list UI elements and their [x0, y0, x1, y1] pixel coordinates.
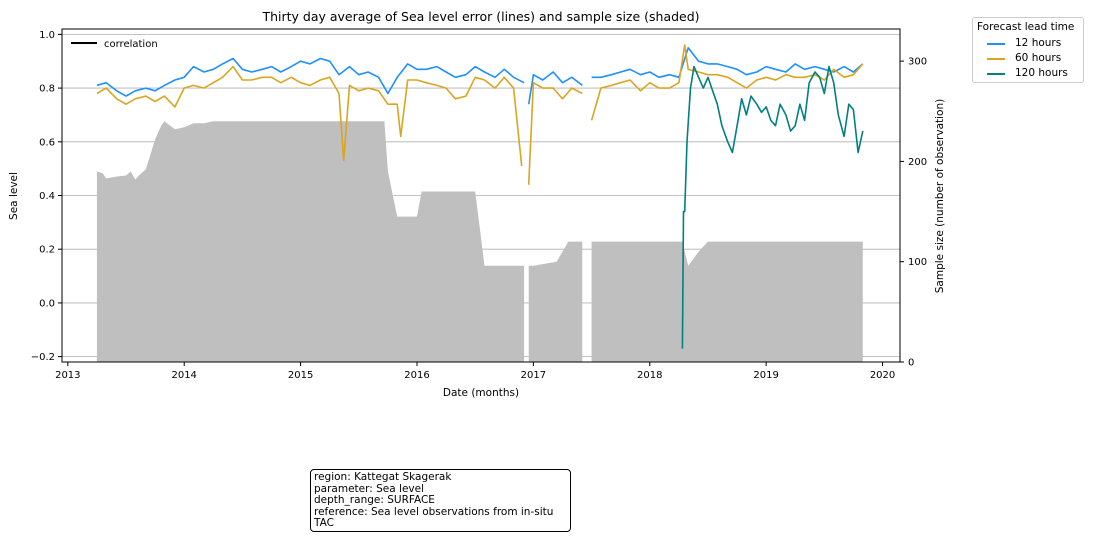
x-tick-label: 2015	[288, 370, 313, 381]
series-line-120-hours	[681, 65, 864, 349]
series-line-12-hours	[96, 47, 864, 105]
inner-legend: correlation	[71, 39, 158, 50]
legend-swatch-120-hours	[987, 73, 1005, 75]
y-axis-label: Sea level	[8, 172, 20, 220]
y-tick-label: 0.0	[39, 298, 55, 309]
y2-axis-label: Sample size (number of observation)	[934, 99, 946, 293]
sample-size-area	[528, 241, 583, 362]
legend-label-12-hours: 12 hours	[1015, 37, 1062, 49]
x-tick-label: 2020	[870, 370, 895, 381]
info-reference-cont: TAC	[314, 517, 334, 530]
y-tick-label: 0.6	[39, 137, 55, 148]
x-tick-label: 2014	[171, 370, 196, 381]
legend-label-60-hours: 60 hours	[1015, 52, 1062, 64]
legend-label-120-hours: 120 hours	[1015, 67, 1068, 79]
info-depth-range: depth_range: SURFACE	[314, 494, 435, 507]
legend-title: Forecast lead time	[977, 21, 1075, 33]
metadata-info-box: region: Kattegat Skagerak parameter: Sea…	[310, 469, 571, 532]
y-tick-label: 0.8	[39, 84, 55, 95]
inner-legend-label: correlation	[104, 39, 158, 50]
info-parameter: parameter: Sea level	[314, 482, 424, 495]
x-tick-label: 2018	[637, 370, 662, 381]
y2-tick-label: 300	[908, 57, 927, 68]
legend-swatch-60-hours	[987, 58, 1005, 60]
x-tick-label: 2016	[404, 370, 429, 381]
y-tick-label: −0.2	[31, 352, 55, 363]
y2-tick-label: 200	[908, 157, 927, 168]
legend-swatch-12-hours	[987, 43, 1005, 45]
x-tick-label: 2013	[55, 370, 80, 381]
info-reference: reference: Sea level observations from i…	[314, 505, 554, 518]
y2-tick-label: 0	[908, 358, 914, 369]
x-tick-label: 2017	[521, 370, 546, 381]
info-region: region: Kattegat Skagerak	[314, 471, 452, 483]
x-tick-label: 2019	[753, 370, 778, 381]
x-axis-label: Date (months)	[443, 387, 519, 399]
series-line-60-hours	[96, 44, 864, 185]
y-tick-label: 0.4	[39, 191, 55, 202]
sample-size-area	[96, 121, 525, 363]
sample-size-area	[591, 241, 863, 362]
y2-tick-label: 100	[908, 257, 927, 268]
y-tick-label: 1.0	[39, 30, 55, 41]
chart-title: Thirty day average of Sea level error (l…	[261, 9, 699, 24]
series-legend: Forecast lead time 12 hours 60 hours 120…	[972, 17, 1084, 83]
y-tick-label: 0.2	[39, 245, 55, 256]
